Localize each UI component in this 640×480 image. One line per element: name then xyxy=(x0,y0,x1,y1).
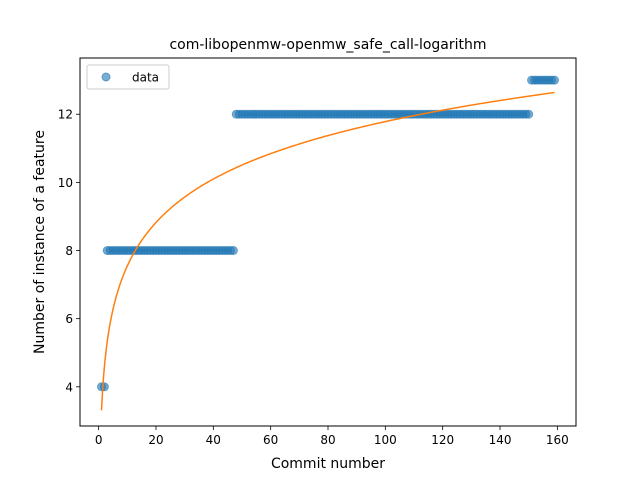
legend-marker-data xyxy=(101,72,111,82)
y-tick-label: 12 xyxy=(58,108,73,122)
data-point xyxy=(524,109,534,119)
x-tick-label: 0 xyxy=(95,433,103,447)
plot-area xyxy=(97,75,559,411)
x-tick-label: 120 xyxy=(431,433,454,447)
x-tick-label: 160 xyxy=(546,433,569,447)
x-tick-label: 140 xyxy=(489,433,512,447)
x-tick-label: 20 xyxy=(148,433,163,447)
x-tick-label: 40 xyxy=(206,433,221,447)
x-axis: 0 20 40 60 80 100 120 140 160 xyxy=(95,426,569,447)
y-axis: 4 6 8 10 12 xyxy=(58,108,80,394)
legend-label-data: data xyxy=(132,71,159,85)
x-tick-label: 60 xyxy=(263,433,278,447)
data-point xyxy=(550,75,559,85)
x-tick-label: 100 xyxy=(374,433,397,447)
legend: data xyxy=(86,64,170,90)
y-tick-label: 4 xyxy=(65,380,73,394)
y-tick-label: 6 xyxy=(65,312,73,326)
y-axis-label: Number of instance of a feature xyxy=(32,130,48,354)
y-tick-label: 10 xyxy=(58,176,73,190)
data-point xyxy=(228,246,238,256)
x-axis-label: Commit number xyxy=(271,456,385,472)
legend-box xyxy=(86,64,170,90)
data-point xyxy=(99,382,109,392)
fit-curve xyxy=(100,91,555,411)
x-tick-label: 80 xyxy=(320,433,335,447)
chart-title: com-libopenmw-openmw_safe_call-logarithm xyxy=(169,37,486,53)
y-tick-label: 8 xyxy=(65,244,73,258)
